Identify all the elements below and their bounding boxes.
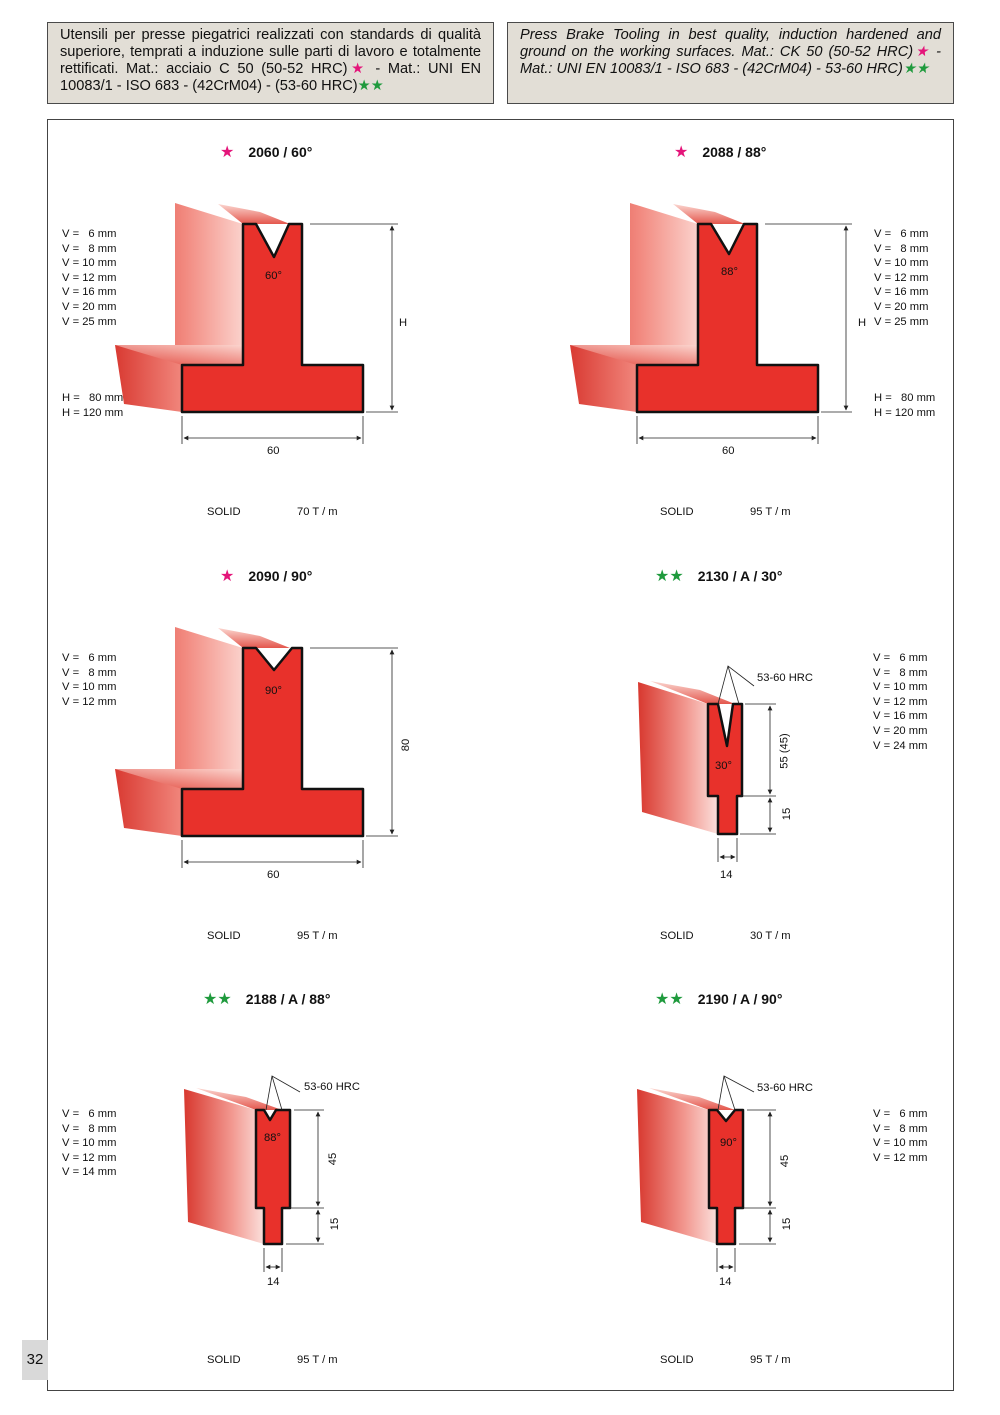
green-stars-icon: ★★ bbox=[655, 568, 684, 585]
page-number: 32 bbox=[22, 1340, 48, 1380]
tool-capacity: 70 T / m bbox=[297, 506, 338, 518]
tool-type: SOLID bbox=[207, 506, 241, 518]
angle-label: 60° bbox=[265, 270, 282, 282]
tool-type: SOLID bbox=[207, 930, 241, 942]
tool-capacity: 95 T / m bbox=[297, 930, 338, 942]
green-stars-icon: ★★ bbox=[357, 78, 384, 94]
header-italian-mid: - Mat.: UNI EN 10083/1 - ISO 683 - (42Cr… bbox=[60, 61, 481, 94]
height-dimension: H bbox=[399, 317, 408, 329]
tool-title: ★ 2088 / 88° bbox=[674, 142, 766, 162]
tool-type: SOLID bbox=[660, 1354, 694, 1366]
lower-dimension: 15 bbox=[781, 807, 794, 821]
v-opening-list: V = 6 mm V = 8 mm V = 10 mm V = 12 mm V … bbox=[62, 228, 117, 328]
header-english-text: Press Brake Tooling in best quality, ind… bbox=[520, 27, 941, 60]
tool-2060-drawing bbox=[115, 203, 398, 444]
green-stars-icon: ★★ bbox=[655, 991, 684, 1008]
angle-label: 30° bbox=[715, 760, 732, 772]
tool-title: ★ 2060 / 60° bbox=[220, 142, 312, 162]
tool-type: SOLID bbox=[660, 506, 694, 518]
lower-dimension: 15 bbox=[329, 1217, 342, 1231]
tool-capacity: 95 T / m bbox=[750, 1354, 791, 1366]
pink-star-icon: ★ bbox=[674, 144, 689, 161]
tool-code: 2088 / 88° bbox=[702, 144, 767, 160]
v-opening-list: V = 6 mm V = 8 mm V = 10 mm V = 12 mm bbox=[873, 1108, 928, 1164]
tool-title: ★★ 2190 / A / 90° bbox=[655, 989, 782, 1009]
tool-type: SOLID bbox=[207, 1354, 241, 1366]
header-italian: Utensili per presse piegatrici realizzat… bbox=[47, 22, 494, 104]
green-stars-icon: ★★ bbox=[902, 61, 929, 77]
angle-label: 90° bbox=[265, 685, 282, 697]
tool-capacity: 95 T / m bbox=[297, 1354, 338, 1366]
pink-star-icon: ★ bbox=[220, 568, 235, 585]
v-opening-list: V = 6 mm V = 8 mm V = 10 mm V = 12 mm V … bbox=[874, 228, 929, 328]
tool-type: SOLID bbox=[660, 930, 694, 942]
pink-star-icon: ★ bbox=[913, 44, 931, 60]
height-list: H = 80 mm H = 120 mm bbox=[874, 392, 936, 419]
tool-capacity: 95 T / m bbox=[750, 506, 791, 518]
width-dimension: 14 bbox=[719, 1276, 732, 1288]
hardness-label: 53-60 HRC bbox=[757, 1082, 813, 1094]
tool-title: ★ 2090 / 90° bbox=[220, 566, 312, 586]
height-dimension: 80 bbox=[400, 738, 413, 752]
catalog-frame bbox=[47, 119, 954, 1391]
v-opening-list: V = 6 mm V = 8 mm V = 10 mm V = 12 mm bbox=[62, 652, 117, 708]
width-dimension: 60 bbox=[267, 445, 280, 457]
angle-label: 88° bbox=[721, 266, 738, 278]
header-italian-text: Utensili per presse piegatrici realizzat… bbox=[60, 27, 481, 77]
header-english-mid: - Mat.: UNI EN 10083/1 - ISO 683 - (42Cr… bbox=[520, 44, 941, 77]
hardness-label: 53-60 HRC bbox=[757, 672, 813, 684]
upper-dimension: 55 (45) bbox=[778, 733, 791, 769]
header-english: Press Brake Tooling in best quality, ind… bbox=[507, 22, 954, 104]
tool-code: 2190 / A / 90° bbox=[697, 991, 783, 1007]
height-dimension: H bbox=[858, 317, 867, 329]
tool-code: 2188 / A / 88° bbox=[245, 991, 331, 1007]
upper-dimension: 45 bbox=[327, 1152, 340, 1166]
v-opening-list: V = 6 mm V = 8 mm V = 10 mm V = 12 mm V … bbox=[873, 652, 928, 752]
tool-code: 2060 / 60° bbox=[248, 144, 313, 160]
angle-label: 88° bbox=[264, 1132, 281, 1144]
width-dimension: 60 bbox=[722, 445, 735, 457]
tool-code: 2130 / A / 30° bbox=[697, 568, 783, 584]
tool-2088-drawing bbox=[570, 203, 852, 444]
angle-label: 90° bbox=[720, 1137, 737, 1149]
hardness-label: 53-60 HRC bbox=[304, 1081, 360, 1093]
upper-dimension: 45 bbox=[779, 1154, 792, 1168]
tool-2090-drawing bbox=[115, 627, 398, 868]
lower-dimension: 15 bbox=[781, 1217, 794, 1231]
width-dimension: 14 bbox=[720, 869, 733, 881]
tool-2190-drawing bbox=[637, 1075, 776, 1272]
pink-star-icon: ★ bbox=[220, 144, 235, 161]
tool-title: ★★ 2188 / A / 88° bbox=[203, 989, 330, 1009]
height-list: H = 80 mm H = 120 mm bbox=[62, 392, 124, 419]
width-dimension: 14 bbox=[267, 1276, 280, 1288]
green-stars-icon: ★★ bbox=[203, 991, 232, 1008]
pink-star-icon: ★ bbox=[347, 61, 368, 77]
width-dimension: 60 bbox=[267, 869, 280, 881]
tool-title: ★★ 2130 / A / 30° bbox=[655, 566, 782, 586]
v-opening-list: V = 6 mm V = 8 mm V = 10 mm V = 12 mm V … bbox=[62, 1108, 117, 1179]
tool-code: 2090 / 90° bbox=[248, 568, 313, 584]
tool-2188-drawing bbox=[184, 1075, 324, 1272]
tool-2130-drawing bbox=[638, 665, 776, 862]
tool-capacity: 30 T / m bbox=[750, 930, 791, 942]
